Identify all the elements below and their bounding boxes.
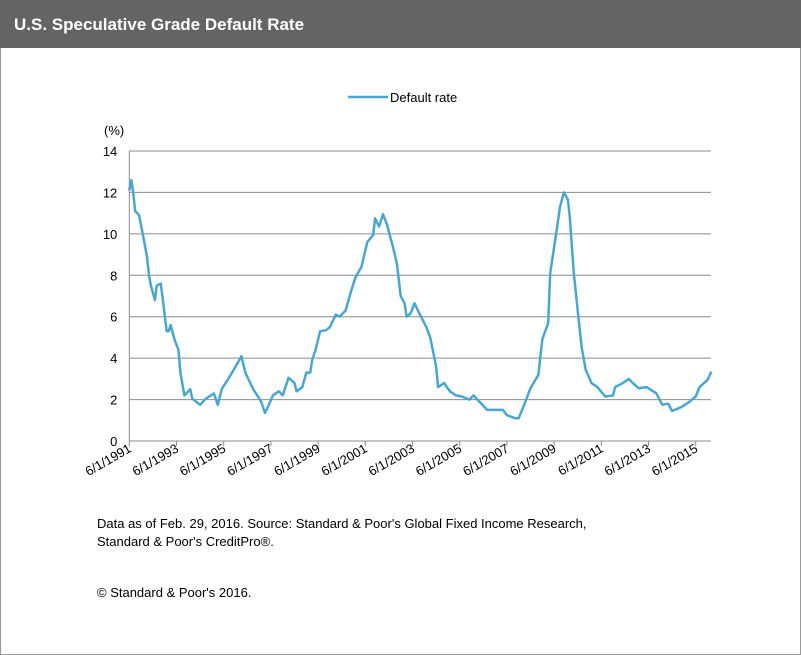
x-tick-label: 6/1/2005: [413, 441, 464, 479]
copyright-note: © Standard & Poor's 2016.: [97, 585, 252, 600]
legend: Default rate: [348, 90, 457, 105]
x-tick-label: 6/1/2011: [555, 441, 605, 479]
legend-label: Default rate: [390, 90, 457, 105]
source-note-line2: Standard & Poor's CreditPro®.: [97, 534, 274, 549]
x-tick-label: 6/1/1993: [130, 441, 181, 479]
title-bar: U.S. Speculative Grade Default Rate: [0, 0, 801, 48]
x-tick-label: 6/1/2015: [649, 441, 700, 479]
x-tick-label: 6/1/2003: [366, 441, 417, 479]
x-tick-label: 6/1/2013: [602, 441, 653, 479]
y-tick-label: 12: [103, 185, 117, 200]
x-tick-label: 6/1/1999: [271, 441, 322, 479]
y-tick-label: 14: [103, 144, 117, 159]
chart-title: U.S. Speculative Grade Default Rate: [14, 15, 305, 34]
series-line-default-rate: [128, 178, 713, 420]
y-tick-label: 6: [110, 310, 117, 325]
x-tick-label: 6/1/1997: [224, 441, 275, 479]
y-tick-label: 10: [103, 227, 117, 242]
x-tick-label: 6/1/2009: [507, 441, 558, 479]
x-tick-label: 6/1/2001: [318, 441, 369, 479]
source-note-line1: Data as of Feb. 29, 2016. Source: Standa…: [97, 516, 587, 531]
x-tick-label: 6/1/1995: [177, 441, 228, 479]
y-tick-label: 2: [110, 393, 117, 408]
x-tick-label: 6/1/1991: [82, 441, 133, 479]
y-tick-label: 8: [110, 268, 117, 283]
x-tick-label: 6/1/2007: [460, 441, 511, 479]
y-axis-unit-label: (%): [104, 123, 124, 138]
y-tick-label: 0: [110, 434, 117, 449]
y-tick-label: 4: [110, 351, 117, 366]
